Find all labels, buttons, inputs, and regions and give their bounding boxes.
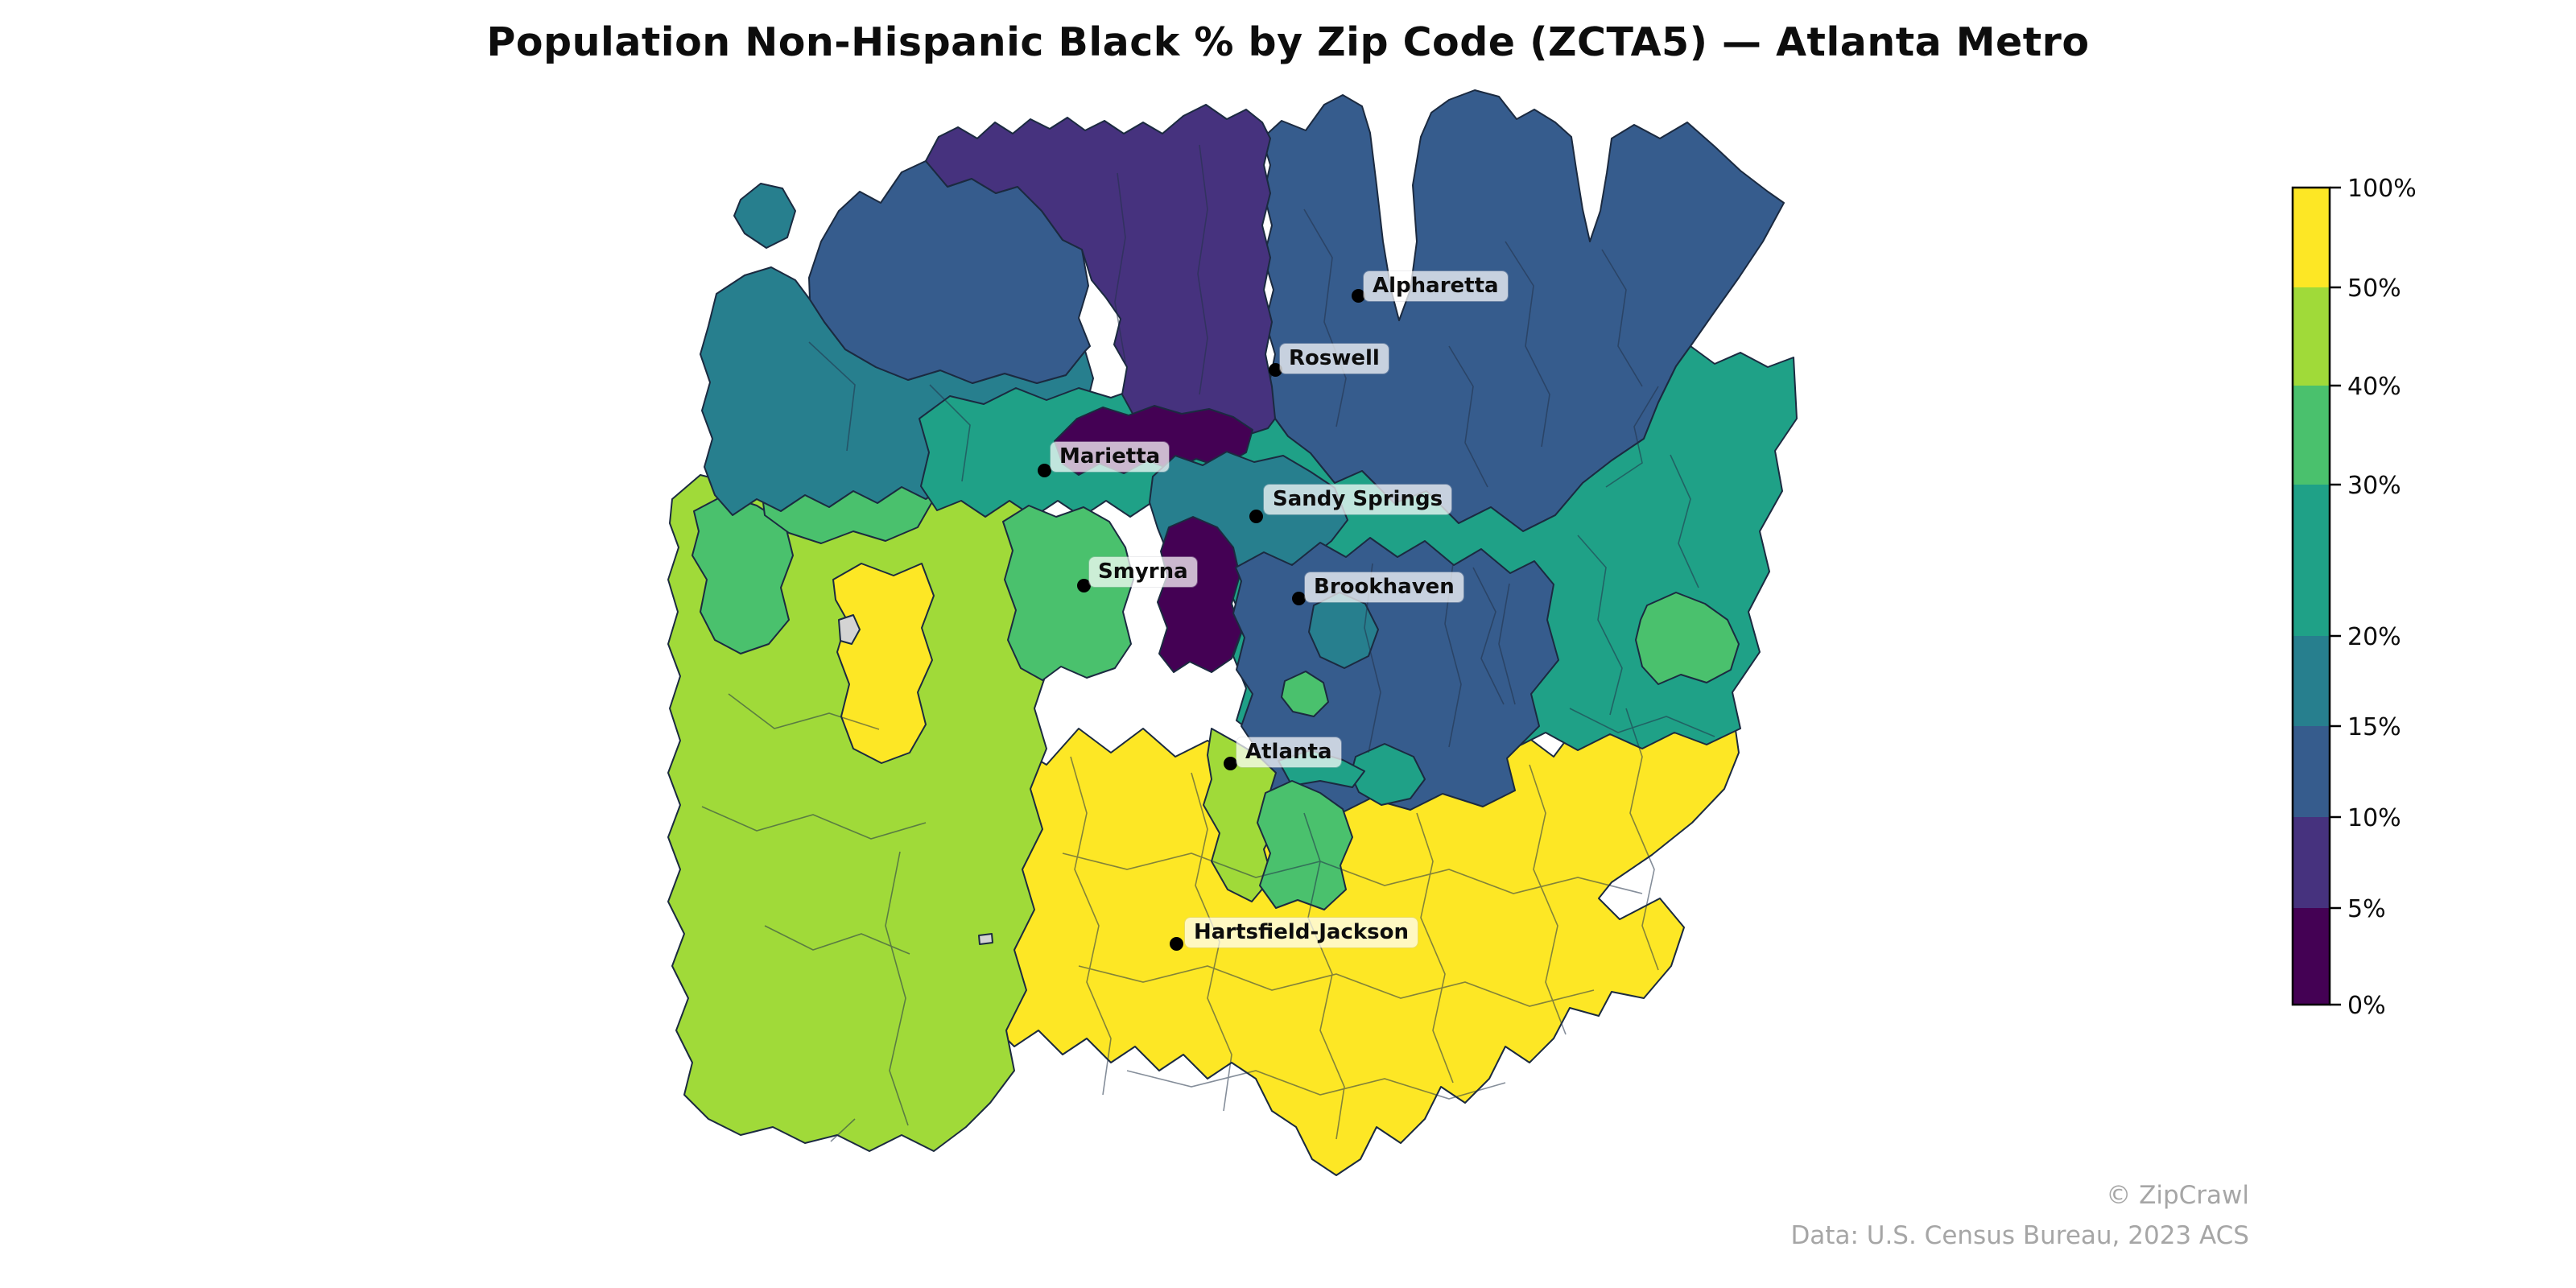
attribution-brand: © ZipCrawl bbox=[2106, 1181, 2249, 1210]
colorbar-segment bbox=[2293, 386, 2330, 485]
zcta-region bbox=[733, 183, 796, 249]
city-label: Alpharetta bbox=[1364, 271, 1508, 301]
city-label: Sandy Springs bbox=[1264, 485, 1452, 514]
city-marker-dot bbox=[1269, 363, 1282, 377]
city-label: Marietta bbox=[1051, 442, 1170, 472]
colorbar-segment bbox=[2293, 188, 2330, 287]
colorbar-tick-label: 50% bbox=[2347, 275, 2401, 303]
city-marker-dot bbox=[1224, 757, 1237, 770]
city-label: Hartsfield-Jackson bbox=[1185, 918, 1418, 947]
colorbar-segment bbox=[2293, 908, 2330, 1005]
zcta-region bbox=[808, 160, 1091, 384]
colorbar-tick-label: 15% bbox=[2347, 713, 2401, 741]
colorbar-segment bbox=[2293, 287, 2330, 386]
city-marker-dot bbox=[1292, 592, 1306, 605]
colorbar-tick-label: 30% bbox=[2347, 472, 2401, 500]
colorbar-tick-label: 0% bbox=[2347, 992, 2386, 1020]
colorbar-tick-label: 5% bbox=[2347, 895, 2386, 923]
city-label: Roswell bbox=[1280, 344, 1389, 374]
colorbar-segment bbox=[2293, 726, 2330, 817]
colorbar: 100% 50% 40% 30% 20% 15% 10% 5% 0% bbox=[2291, 175, 2417, 1020]
colorbar-ticks bbox=[2330, 186, 2341, 1006]
city-marker-dot bbox=[1038, 464, 1051, 477]
zcta-region-no-data bbox=[838, 614, 861, 645]
page-title: Population Non-Hispanic Black % by Zip C… bbox=[486, 19, 2090, 65]
colorbar-segment bbox=[2293, 817, 2330, 908]
attribution: © ZipCrawl Data: U.S. Census Bureau, 202… bbox=[1790, 1175, 2249, 1256]
colorbar-tick-label: 20% bbox=[2347, 623, 2401, 651]
zcta-region-no-data bbox=[978, 933, 993, 945]
city-marker-dot bbox=[1352, 289, 1365, 303]
city-marker-dot bbox=[1170, 937, 1183, 951]
colorbar-tick-label: 10% bbox=[2347, 804, 2401, 832]
zcta-region bbox=[1281, 671, 1329, 717]
zcta-region bbox=[1002, 505, 1134, 681]
colorbar-tick-label: 40% bbox=[2347, 373, 2401, 401]
city-label: Smyrna bbox=[1089, 557, 1197, 587]
city-marker-dot bbox=[1249, 510, 1263, 523]
colorbar-tick-label: 100% bbox=[2347, 175, 2417, 203]
zcta-region bbox=[925, 104, 1276, 436]
attribution-source: Data: U.S. Census Bureau, 2023 ACS bbox=[1790, 1221, 2249, 1250]
zcta-region bbox=[1157, 516, 1242, 673]
colorbar-segment bbox=[2293, 485, 2330, 636]
map-regions bbox=[667, 89, 1798, 1176]
colorbar-segment bbox=[2293, 636, 2330, 726]
colorbar-outline bbox=[2291, 186, 2331, 1006]
city-label: Brookhaven bbox=[1305, 572, 1463, 602]
zcta-region bbox=[832, 563, 935, 764]
city-marker-dot bbox=[1077, 579, 1091, 592]
zcta-region bbox=[1257, 780, 1353, 910]
city-label: Atlanta bbox=[1236, 737, 1341, 767]
zcta-region bbox=[1635, 592, 1740, 685]
